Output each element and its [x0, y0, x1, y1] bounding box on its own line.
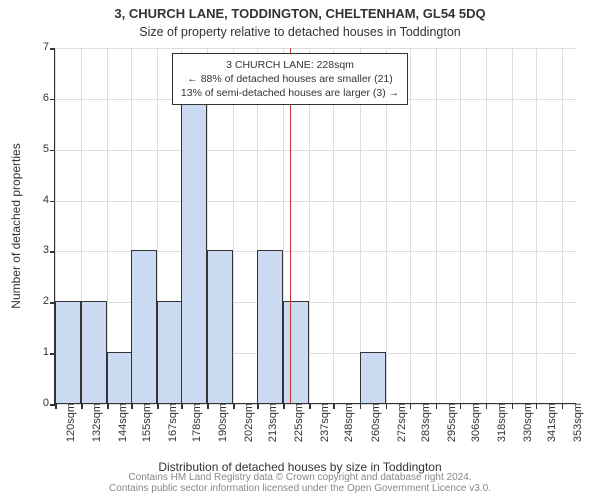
- y-axis-label: Number of detached properties: [9, 143, 23, 308]
- x-tick-label: 202sqm: [237, 403, 255, 442]
- gridline: [55, 201, 576, 202]
- x-tick-mark: [107, 404, 109, 409]
- x-tick-label: 225sqm: [287, 403, 305, 442]
- x-tick-mark: [486, 404, 488, 409]
- annotation-box: 3 CHURCH LANE: 228sqm← 88% of detached h…: [172, 53, 408, 106]
- chart-title-line2: Size of property relative to detached ho…: [0, 21, 600, 39]
- x-tick-label: 155sqm: [135, 403, 153, 442]
- x-tick-mark: [536, 404, 538, 409]
- histogram-bar: [157, 301, 183, 403]
- x-tick-label: 237sqm: [313, 403, 331, 442]
- x-tick-mark: [512, 404, 514, 409]
- x-tick-label: 330sqm: [516, 403, 534, 442]
- x-tick-mark: [360, 404, 362, 409]
- x-tick-mark: [283, 404, 285, 409]
- y-tick-label: 5: [43, 143, 55, 155]
- x-tick-label: 260sqm: [364, 403, 382, 442]
- histogram-bar: [360, 352, 386, 403]
- histogram-bar: [107, 352, 133, 403]
- x-tick-mark: [257, 404, 259, 409]
- plot-area: 01234567120sqm132sqm144sqm155sqm167sqm17…: [54, 48, 576, 404]
- x-tick-label: 213sqm: [261, 403, 279, 442]
- annotation-line: 3 CHURCH LANE: 228sqm: [181, 58, 399, 72]
- gridline: [562, 48, 563, 403]
- gridline: [486, 48, 487, 403]
- histogram-bar: [55, 301, 81, 403]
- x-tick-mark: [131, 404, 133, 409]
- x-tick-mark: [207, 404, 209, 409]
- histogram-bar: [81, 301, 107, 403]
- x-tick-label: 167sqm: [161, 403, 179, 442]
- x-tick-label: 248sqm: [337, 403, 355, 442]
- x-tick-mark: [157, 404, 159, 409]
- x-tick-label: 190sqm: [211, 403, 229, 442]
- x-tick-label: 120sqm: [59, 403, 77, 442]
- x-tick-label: 283sqm: [414, 403, 432, 442]
- x-tick-mark: [562, 404, 564, 409]
- x-tick-mark: [309, 404, 311, 409]
- x-tick-label: 353sqm: [566, 403, 584, 442]
- annotation-line: 13% of semi-detached houses are larger (…: [181, 86, 399, 100]
- gridline: [55, 150, 576, 151]
- histogram-bar: [207, 250, 233, 403]
- gridline: [512, 48, 513, 403]
- y-tick-label: 3: [43, 244, 55, 256]
- chart-title-line1: 3, CHURCH LANE, TODDINGTON, CHELTENHAM, …: [0, 0, 600, 21]
- histogram-bar: [181, 98, 207, 403]
- histogram-bar: [257, 250, 283, 403]
- x-tick-mark: [460, 404, 462, 409]
- attribution-text: Contains HM Land Registry data © Crown c…: [0, 472, 600, 494]
- y-tick-label: 0: [43, 397, 55, 409]
- gridline: [536, 48, 537, 403]
- histogram-bar: [131, 250, 157, 403]
- x-tick-label: 178sqm: [185, 403, 203, 442]
- x-tick-label: 306sqm: [464, 403, 482, 442]
- histogram-bar: [283, 301, 309, 403]
- gridline: [436, 48, 437, 403]
- x-tick-label: 272sqm: [390, 403, 408, 442]
- x-tick-label: 318sqm: [490, 403, 508, 442]
- x-tick-mark: [55, 404, 57, 409]
- x-tick-mark: [333, 404, 335, 409]
- y-tick-label: 7: [43, 41, 55, 53]
- x-tick-mark: [436, 404, 438, 409]
- gridline: [410, 48, 411, 403]
- x-tick-label: 132sqm: [85, 403, 103, 442]
- x-tick-mark: [410, 404, 412, 409]
- x-tick-mark: [181, 404, 183, 409]
- annotation-line: ← 88% of detached houses are smaller (21…: [181, 72, 399, 86]
- y-tick-label: 1: [43, 346, 55, 358]
- x-tick-mark: [386, 404, 388, 409]
- histogram-chart: 3, CHURCH LANE, TODDINGTON, CHELTENHAM, …: [0, 0, 600, 500]
- x-tick-label: 341sqm: [540, 403, 558, 442]
- x-tick-label: 295sqm: [440, 403, 458, 442]
- gridline: [107, 48, 108, 403]
- y-tick-label: 4: [43, 194, 55, 206]
- y-tick-label: 6: [43, 92, 55, 104]
- gridline: [55, 48, 576, 49]
- x-tick-label: 144sqm: [111, 403, 129, 442]
- y-tick-label: 2: [43, 295, 55, 307]
- x-tick-mark: [233, 404, 235, 409]
- x-tick-mark: [81, 404, 83, 409]
- gridline: [460, 48, 461, 403]
